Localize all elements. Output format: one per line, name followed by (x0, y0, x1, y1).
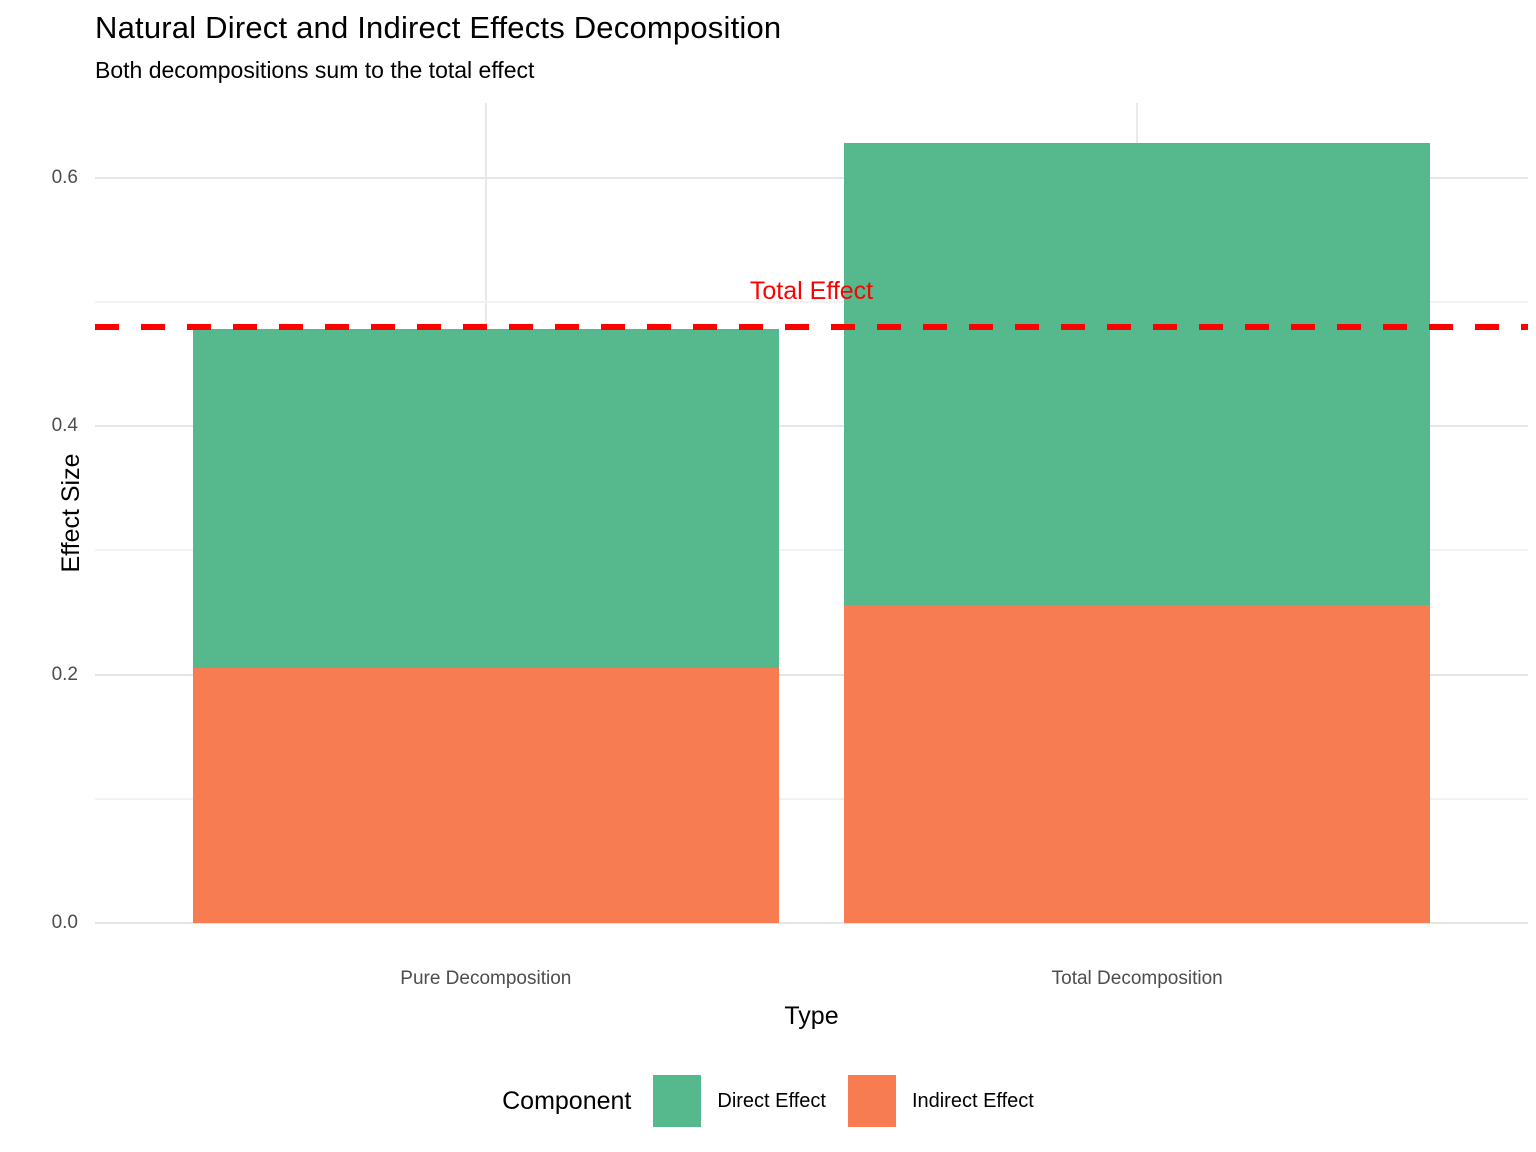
y-axis-title: Effect Size (57, 453, 86, 573)
legend-label: Direct Effect (717, 1089, 826, 1112)
total-effect-label: Total Effect (749, 276, 874, 305)
legend-key-swatch (847, 1075, 896, 1127)
gridline-major (95, 673, 1528, 676)
x-axis-title: Type (784, 1002, 839, 1030)
legend-label: Indirect Effect (911, 1089, 1034, 1112)
gridline-minor (95, 549, 1528, 552)
legend-title: Component (502, 1086, 632, 1115)
gridline-minor (95, 797, 1528, 800)
legend-item: Indirect Effect (847, 1075, 1034, 1127)
y-tick-label: 0.0 (51, 912, 78, 933)
bar-segment (844, 142, 1431, 605)
y-tick-label: 0.2 (51, 663, 78, 685)
legend-item: Direct Effect (653, 1075, 826, 1127)
legend: Component Direct Effect Indirect Effect (0, 1070, 1536, 1132)
legend-key-swatch (653, 1075, 702, 1127)
bar-segment (192, 329, 779, 669)
total-effect-line (95, 323, 1528, 330)
y-tick-label: 0.4 (51, 415, 78, 437)
x-tick-label: Total Decomposition (1051, 968, 1223, 989)
chart-title: Natural Direct and Indirect Effects Deco… (95, 10, 782, 45)
gridline-minor (95, 300, 1528, 303)
y-tick-label: 0.6 (51, 166, 78, 188)
gridline-major (95, 176, 1528, 179)
gridline-major (95, 922, 1528, 924)
gridline-major (95, 425, 1528, 428)
chart-subtitle: Both decompositions sum to the total eff… (95, 57, 535, 83)
x-tick-label: Pure Decomposition (400, 968, 572, 989)
bar-segment (192, 668, 779, 923)
bar-segment (844, 604, 1431, 923)
